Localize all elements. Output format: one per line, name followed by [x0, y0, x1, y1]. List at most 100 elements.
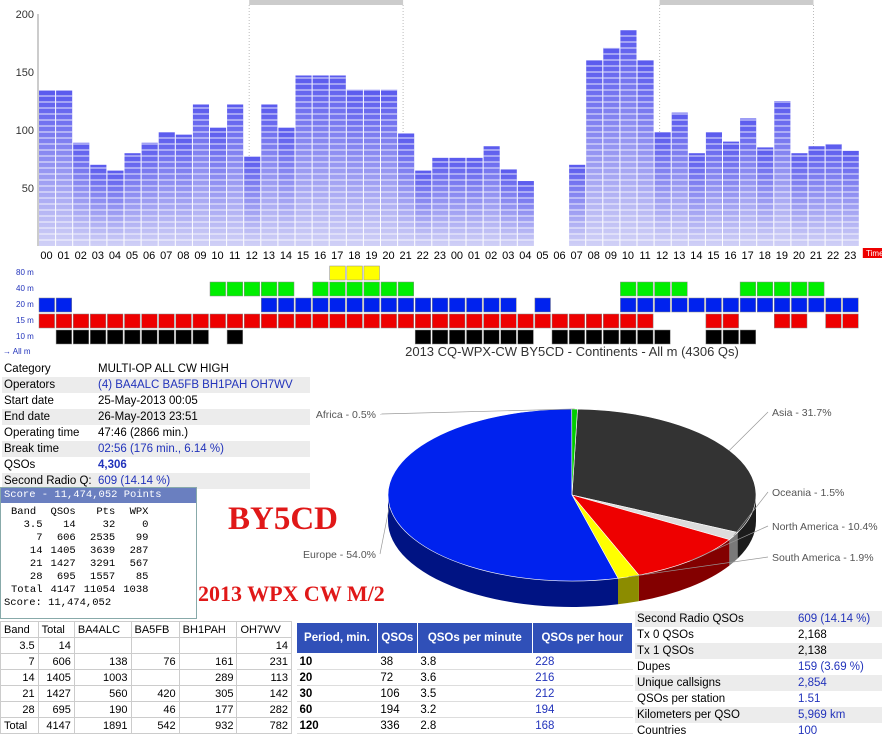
- x-tick-label: 11: [229, 250, 240, 262]
- score-box: Score - 11,474,052 Points Band QSOs Pts WPX…: [0, 487, 197, 619]
- info-label: Second Radio Q:: [4, 475, 92, 487]
- band-activity-cell: [346, 313, 363, 329]
- band-activity-cell: [209, 313, 226, 329]
- x-tick-label: 21: [400, 250, 412, 262]
- score-cell: 21: [29, 558, 43, 570]
- stats-value[interactable]: 2,854: [798, 677, 827, 689]
- bar: [124, 153, 141, 246]
- info-value[interactable]: 609 (14.14 %): [98, 475, 171, 487]
- score-cell: 1557: [90, 571, 116, 583]
- x-tick-label: 16: [314, 250, 326, 262]
- x-tick-label: 23: [434, 250, 446, 262]
- info-value[interactable]: 02:56 (176 min., 6.14 %): [98, 443, 224, 455]
- rates-cell[interactable]: 216: [532, 669, 633, 686]
- band-activity-cell: [791, 297, 808, 313]
- bar: [842, 150, 859, 246]
- pie-slice-label: Oceania - 1.5%: [772, 487, 844, 499]
- ops-cell: 420: [130, 685, 180, 702]
- band-activity-cell: [551, 329, 568, 345]
- bar: [774, 101, 791, 246]
- rates-cell[interactable]: 194: [532, 701, 633, 718]
- band-activity-cell: [397, 297, 414, 313]
- bar: [757, 147, 774, 246]
- score-row: 14 1405 3639 287: [9, 545, 152, 558]
- continents-pie-chart: 2013 CQ-WPX-CW BY5CD - Continents - All …: [303, 344, 878, 607]
- bar: [825, 143, 842, 246]
- band-activity-cell: [774, 297, 791, 313]
- score-cell: 1427: [50, 558, 76, 570]
- bar: [192, 104, 209, 246]
- score-cell: 0: [142, 519, 149, 531]
- rates-cell[interactable]: 228: [532, 653, 633, 670]
- rates-column-header: QSOs per hour: [531, 622, 634, 654]
- band-activity-cell: [414, 297, 432, 313]
- rates-cell[interactable]: 212: [532, 685, 633, 702]
- stats-value[interactable]: 5,969 km: [798, 709, 846, 721]
- band-activity-cell: [637, 281, 654, 297]
- x-tick-label: 08: [177, 250, 189, 262]
- pie-slice-side: [618, 575, 639, 605]
- score-cell: 567: [129, 558, 149, 570]
- score-cell: Total: [11, 584, 43, 596]
- rates-cell: 60: [296, 701, 378, 718]
- score-cell: 1038: [123, 584, 149, 596]
- band-activity-cell: [312, 297, 329, 313]
- band-activity-cell: [175, 329, 192, 345]
- score-row: 28 695 1557 85: [9, 571, 152, 584]
- ops-cell: [130, 637, 180, 654]
- score-column-header: Pts: [96, 506, 116, 518]
- ops-cell: 190: [73, 701, 132, 718]
- ops-row: 21 1427 560 420 305 142: [0, 685, 292, 702]
- stats-row: Kilometers per QSO 5,969 km: [635, 707, 882, 723]
- stats-value[interactable]: 609 (14.14 %): [798, 613, 871, 625]
- band-activity-cell: [705, 313, 722, 329]
- ops-cell: 113: [236, 669, 292, 686]
- pie-leader-line: [733, 491, 769, 537]
- ops-cell: 14: [37, 637, 75, 654]
- bar: [175, 134, 192, 246]
- rates-cell: 3.6: [417, 669, 533, 686]
- info-value[interactable]: (4) BA4ALC BA5FB BH1PAH OH7WV: [98, 379, 293, 391]
- x-tick-label: 06: [143, 250, 155, 262]
- band-activity-cell: [500, 313, 517, 329]
- score-cell: 14: [63, 519, 76, 531]
- bar: [210, 127, 227, 246]
- x-tick-label: 17: [331, 250, 343, 262]
- rates-cell[interactable]: 168: [532, 717, 633, 734]
- ops-cell: 1003: [73, 669, 132, 686]
- bar: [671, 112, 688, 246]
- band-timeline: 80 m 40 m 20 m 15 m 10 m → All m: [3, 265, 859, 356]
- stats-value[interactable]: 100: [798, 725, 818, 737]
- band-activity-cell: [312, 313, 329, 329]
- ops-cell: 1427: [37, 685, 75, 702]
- info-label: Category: [4, 363, 51, 375]
- score-row: 21 1427 3291 567: [9, 558, 152, 571]
- band-activity-cell: [124, 313, 141, 329]
- stats-value[interactable]: 1.51: [798, 693, 821, 705]
- bar: [517, 181, 534, 246]
- ops-cell: 177: [178, 701, 238, 718]
- ops-cell: Total: [0, 717, 39, 734]
- band-activity-cell: [654, 297, 671, 313]
- x-tick-label: 03: [92, 250, 104, 262]
- ops-row: 7 606 138 76 161 231: [0, 653, 292, 670]
- x-tick-label: 12: [656, 250, 668, 262]
- bar: [141, 142, 158, 246]
- band-label: 15 m: [16, 316, 34, 325]
- y-tick-label: 50: [22, 183, 34, 195]
- ops-column-header: BH1PAH: [178, 621, 238, 638]
- y-tick-label: 100: [16, 125, 34, 137]
- band-label: 80 m: [16, 268, 34, 277]
- info-value[interactable]: 4,306: [98, 459, 127, 471]
- bar: [654, 132, 671, 246]
- x-tick-label: 10: [211, 250, 223, 262]
- stats-value[interactable]: 159 (3.69 %): [798, 661, 864, 673]
- band-activity-cell: [380, 297, 397, 313]
- band-activity-cell: [551, 313, 568, 329]
- rates-row: 60 194 3.2 194: [296, 701, 633, 718]
- band-activity-cell: [637, 329, 654, 345]
- band-activity-cell: [534, 313, 551, 329]
- info-label: Start date: [4, 395, 54, 407]
- band-activity-cell: [38, 313, 55, 329]
- stats-row: Second Radio QSOs 609 (14.14 %): [635, 611, 882, 627]
